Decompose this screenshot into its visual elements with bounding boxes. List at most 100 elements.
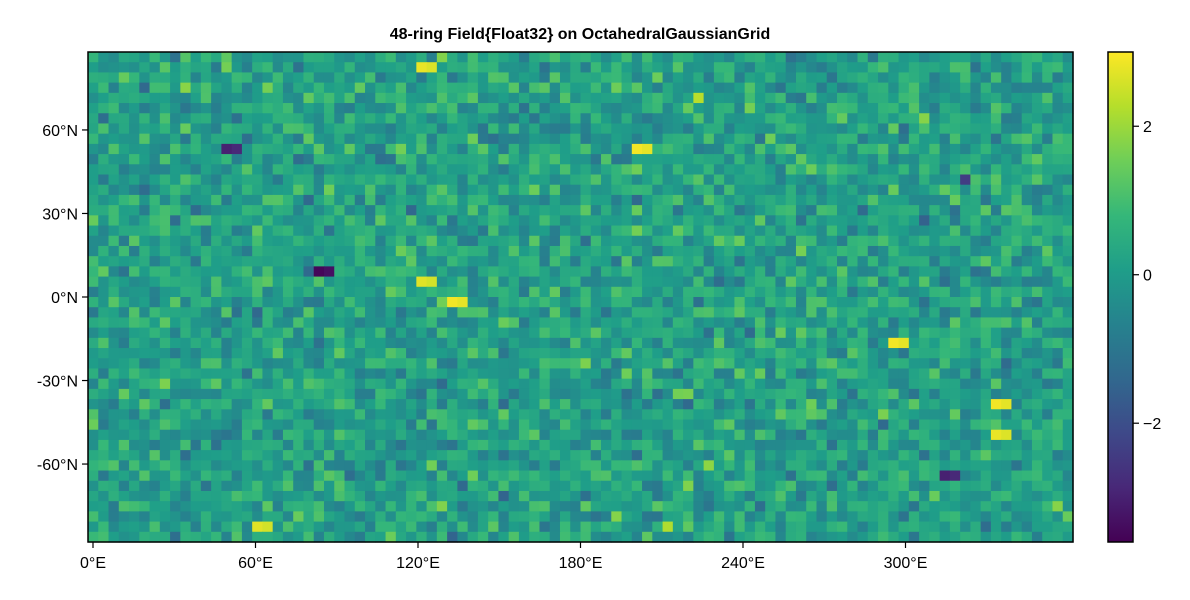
heatmap-cell [354,480,366,492]
heatmap-cell [662,72,674,84]
heatmap-cell [621,409,633,421]
heatmap-cell [806,297,818,308]
heatmap-cell [898,460,910,472]
heatmap-cell [734,521,746,533]
heatmap-cell [200,256,212,267]
heatmap-cell [365,337,376,349]
heatmap-cell [303,72,315,84]
heatmap-cell [621,429,633,441]
heatmap-cell [754,429,766,441]
heatmap-cell [621,501,633,512]
heatmap-cell [344,103,356,114]
heatmap-cell [713,164,725,176]
heatmap-cell [580,225,592,237]
heatmap-cell [611,205,623,216]
heatmap-cell [303,399,315,410]
heatmap-cell [713,92,725,104]
heatmap-cell [508,245,520,257]
heatmap-cell [621,266,633,278]
heatmap-cell [416,511,428,523]
heatmap-cell [149,521,161,533]
heatmap-cell [334,521,346,533]
heatmap-cell [559,174,571,186]
heatmap-cell [1021,348,1033,359]
heatmap-cell [211,327,222,339]
heatmap-cell [949,337,961,349]
heatmap-cell [919,82,930,94]
heatmap-cell [344,511,356,523]
heatmap-cell [221,531,233,543]
heatmap-cell [970,501,982,512]
heatmap-cell [847,358,859,370]
heatmap-cell [313,419,325,431]
heatmap-cell [272,164,284,176]
heatmap-cell [426,378,438,390]
heatmap-cell [898,388,910,400]
heatmap-cell [334,348,346,359]
heatmap-cell [272,511,284,523]
heatmap-cell [713,501,725,512]
heatmap-cell [436,113,448,125]
heatmap-cell [765,399,777,410]
heatmap-cell [1031,521,1043,533]
heatmap-cell [488,429,500,441]
heatmap-cell [488,450,500,461]
heatmap-cell [898,184,910,196]
heatmap-cell [211,307,222,319]
heatmap-cell [477,113,489,125]
heatmap-cell [878,215,889,227]
heatmap-cell [508,143,520,155]
heatmap-cell [662,92,674,104]
heatmap-cell [406,480,417,492]
heatmap-cell [221,123,233,135]
heatmap-cell [621,450,633,461]
heatmap-cell [795,266,807,278]
heatmap-cell [785,123,797,135]
heatmap-cell [1052,174,1064,186]
heatmap-cell [1001,82,1013,94]
heatmap-cell [303,480,315,492]
heatmap-cell [785,133,797,145]
heatmap-cell [590,174,602,186]
heatmap-cell [221,276,233,288]
heatmap-cell [344,307,356,319]
heatmap-cell [990,388,1002,400]
heatmap-cell [949,92,961,104]
heatmap-cell [529,358,541,370]
heatmap-cell [570,164,582,176]
heatmap-cell [775,327,787,339]
heatmap-cell [559,184,571,196]
heatmap-cell [323,256,335,267]
heatmap-cell [672,409,684,421]
heatmap-cell [857,164,869,176]
heatmap-cell [816,439,828,451]
heatmap-cell [252,256,264,267]
heatmap-cell [139,245,151,257]
heatmap-cell [580,419,592,431]
heatmap-cell [990,154,1002,165]
heatmap-cell [724,103,736,114]
heatmap-cell [313,266,325,278]
heatmap-cell [518,103,530,114]
heatmap-cell [785,337,797,349]
heatmap-cell [590,52,602,63]
heatmap-cell [313,307,325,319]
heatmap-cell [826,235,838,247]
heatmap-cell [1062,409,1074,421]
heatmap-cell [724,276,736,288]
heatmap-cell [642,103,653,114]
heatmap-cell [1042,358,1054,370]
heatmap-cell [365,72,376,84]
heatmap-cell [385,317,397,329]
heatmap-cell [816,256,828,267]
heatmap-cell [1021,521,1033,533]
heatmap-cell [775,419,787,431]
heatmap-cell [672,225,684,237]
heatmap-cell [344,460,356,472]
heatmap-cell [559,521,571,533]
heatmap-cell [826,490,838,502]
heatmap-cell [323,388,335,400]
heatmap-cell [621,368,633,380]
heatmap-cell [303,52,315,63]
heatmap-cell [262,297,274,308]
